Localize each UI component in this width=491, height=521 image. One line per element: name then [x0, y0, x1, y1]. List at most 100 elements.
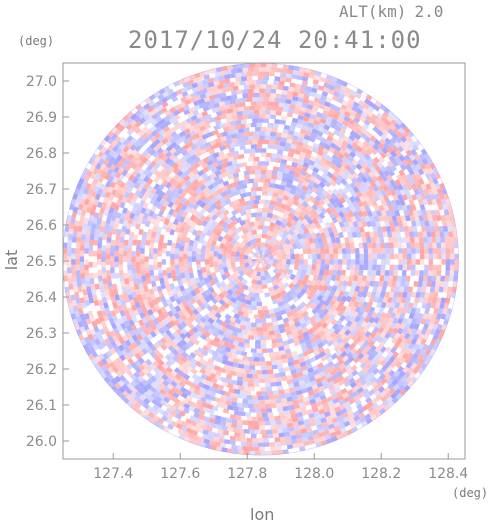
heatmap-cell: [402, 253, 408, 260]
heatmap-cell: [153, 372, 161, 380]
heatmap-cell: [329, 408, 336, 415]
heatmap-cell: [225, 95, 232, 101]
heatmap-cell: [390, 286, 396, 293]
heatmap-cell: [428, 220, 434, 227]
heatmap-cell: [242, 67, 249, 73]
heatmap-cell: [316, 203, 324, 211]
altitude-value: 2.0: [414, 2, 443, 21]
heatmap-cell: [86, 225, 92, 232]
heatmap-cell: [88, 346, 96, 354]
heatmap-cell: [346, 429, 354, 436]
heatmap-cell: [395, 150, 403, 158]
heatmap-cell: [108, 225, 114, 233]
heatmap-cell: [432, 167, 439, 175]
heatmap-cell: [217, 150, 225, 157]
heatmap-cell: [269, 290, 276, 297]
heatmap-cell: [122, 256, 128, 262]
heatmap-cell: [204, 370, 212, 377]
heatmap-cell: [334, 197, 341, 204]
heatmap-cell: [318, 299, 326, 307]
heatmap-cell: [103, 283, 109, 290]
heatmap-cell: [399, 322, 406, 330]
heatmap-cell: [276, 341, 284, 348]
heatmap-cell: [138, 299, 145, 306]
heatmap-cell: [257, 246, 261, 251]
heatmap-cell: [248, 420, 254, 426]
heatmap-cell: [288, 319, 295, 326]
heatmap-cell: [238, 106, 245, 112]
heatmap-cell: [246, 330, 253, 336]
heatmap-cell: [328, 197, 336, 205]
heatmap-cell: [131, 162, 138, 170]
heatmap-cell: [104, 204, 111, 211]
heatmap-cell: [257, 118, 264, 123]
heatmap-cell: [282, 213, 289, 220]
heatmap-cell: [424, 307, 430, 315]
heatmap-cell: [253, 314, 260, 319]
heatmap-cell: [237, 202, 244, 209]
heatmap-cell: [199, 148, 207, 155]
heatmap-cell: [277, 428, 284, 434]
heatmap-cell: [349, 226, 356, 233]
heatmap-cell: [320, 177, 327, 184]
heatmap-cell: [381, 253, 386, 260]
heatmap-cell: [236, 246, 243, 253]
heatmap-cell: [202, 406, 210, 413]
heatmap-cell: [156, 104, 164, 111]
heatmap-cell: [277, 85, 284, 90]
heatmap-cell: [120, 349, 128, 357]
heatmap-cell: [157, 359, 165, 367]
heatmap-cell: [275, 93, 282, 99]
heatmap-cell: [245, 321, 252, 327]
heatmap-cell: [228, 365, 235, 372]
heatmap-cell: [172, 402, 180, 409]
heatmap-cell: [422, 198, 429, 206]
heatmap-cell: [144, 159, 152, 167]
heatmap-cell: [224, 165, 232, 172]
heatmap-cell: [290, 121, 297, 128]
heatmap-cell: [232, 427, 239, 433]
heatmap-cell: [326, 396, 333, 403]
heatmap-cell: [218, 292, 225, 300]
heatmap-cell: [394, 209, 401, 217]
heatmap-cell: [345, 305, 352, 313]
heatmap-cell: [177, 187, 184, 195]
heatmap-cell: [195, 323, 203, 331]
heatmap-cell: [278, 207, 286, 214]
heatmap-cell: [348, 118, 355, 126]
heatmap-cell: [290, 143, 297, 150]
heatmap-cell: [138, 112, 146, 120]
heatmap-cell: [335, 305, 342, 313]
heatmap-cell: [195, 151, 202, 158]
heatmap-cell: [199, 327, 207, 335]
heatmap-cell: [341, 119, 349, 127]
heatmap-cell: [434, 302, 441, 309]
heatmap-cell: [155, 231, 161, 238]
heatmap-cell: [223, 341, 231, 348]
heatmap-cell: [74, 310, 80, 318]
heatmap-cell: [388, 155, 396, 163]
heatmap-cell: [110, 384, 118, 392]
heatmap-cell: [114, 272, 120, 279]
heatmap-cell: [222, 245, 229, 252]
heatmap-cell: [202, 240, 208, 247]
heatmap-cell: [187, 112, 194, 119]
heatmap-cell: [283, 344, 290, 350]
heatmap-cell: [308, 73, 316, 80]
heatmap-cell: [413, 357, 421, 365]
x-tick-label: 127.4: [93, 466, 133, 482]
heatmap-cell: [239, 219, 246, 226]
heatmap-cell: [127, 153, 135, 161]
heatmap-cell: [242, 420, 249, 426]
heatmap-cell: [241, 228, 249, 235]
heatmap-cell: [299, 301, 307, 309]
heatmap-cell: [409, 215, 416, 222]
heatmap-cell: [233, 176, 240, 183]
heatmap-cell: [408, 168, 415, 176]
heatmap-cell: [122, 396, 130, 404]
heatmap-cell: [303, 335, 311, 342]
heatmap-cell: [417, 198, 424, 206]
heatmap-cell: [352, 186, 360, 194]
heatmap-cell: [84, 248, 89, 254]
heatmap-cell: [429, 286, 435, 293]
